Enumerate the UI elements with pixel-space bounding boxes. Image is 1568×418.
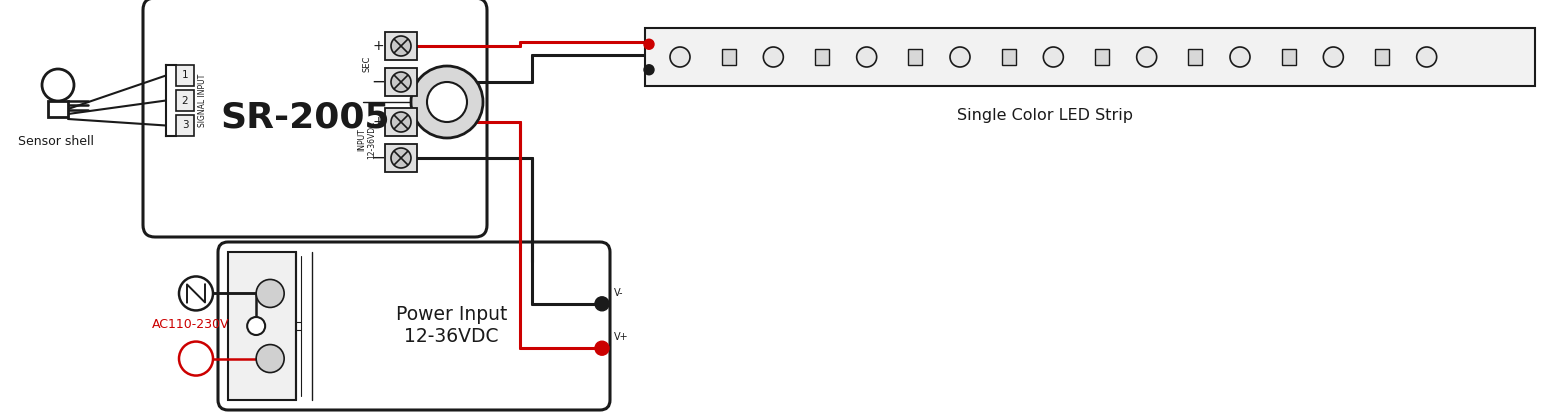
- FancyBboxPatch shape: [143, 0, 488, 237]
- Circle shape: [411, 66, 483, 138]
- Circle shape: [426, 82, 467, 122]
- FancyBboxPatch shape: [218, 242, 610, 410]
- Bar: [815, 49, 829, 65]
- Bar: [1094, 49, 1109, 65]
- Bar: [386, 68, 417, 96]
- Circle shape: [1416, 47, 1436, 67]
- Text: 3: 3: [182, 120, 188, 130]
- Text: 1: 1: [182, 71, 188, 81]
- Circle shape: [390, 36, 411, 56]
- Text: Single Color LED Strip: Single Color LED Strip: [958, 108, 1134, 123]
- Text: V+: V+: [615, 332, 629, 342]
- Bar: [176, 65, 194, 86]
- Circle shape: [644, 39, 654, 49]
- Bar: [1281, 49, 1295, 65]
- Bar: [1002, 49, 1016, 65]
- Bar: [49, 101, 67, 117]
- Bar: [227, 252, 296, 400]
- Bar: [176, 115, 194, 136]
- Circle shape: [594, 341, 608, 355]
- Text: Sensor shell: Sensor shell: [17, 135, 94, 148]
- Text: +: +: [372, 115, 384, 129]
- Bar: [386, 144, 417, 172]
- Circle shape: [256, 344, 284, 372]
- Bar: [1375, 49, 1389, 65]
- Text: 2: 2: [182, 95, 188, 105]
- Circle shape: [1323, 47, 1344, 67]
- Bar: [721, 49, 735, 65]
- Circle shape: [1229, 47, 1250, 67]
- Text: SR-2005: SR-2005: [221, 100, 390, 135]
- Circle shape: [248, 317, 265, 335]
- Circle shape: [856, 47, 877, 67]
- Text: AC110-230V: AC110-230V: [152, 318, 230, 331]
- Bar: [1189, 49, 1203, 65]
- Circle shape: [594, 297, 608, 311]
- Text: V-: V-: [615, 288, 624, 298]
- Text: −: −: [372, 73, 384, 91]
- Circle shape: [950, 47, 971, 67]
- Circle shape: [390, 112, 411, 132]
- Text: Power Input
12-36VDC: Power Input 12-36VDC: [395, 306, 506, 347]
- Circle shape: [179, 342, 213, 375]
- Text: SIGNAL INPUT: SIGNAL INPUT: [199, 74, 207, 127]
- Circle shape: [764, 47, 784, 67]
- Circle shape: [670, 47, 690, 67]
- Text: INPUT
12-36VDC: INPUT 12-36VDC: [358, 121, 376, 159]
- Circle shape: [1137, 47, 1157, 67]
- Bar: [644, 28, 1535, 86]
- Circle shape: [256, 280, 284, 308]
- Text: −: −: [372, 149, 384, 167]
- Circle shape: [390, 72, 411, 92]
- Circle shape: [179, 276, 213, 311]
- Text: +: +: [372, 39, 384, 53]
- Circle shape: [390, 148, 411, 168]
- Circle shape: [644, 65, 654, 75]
- Text: SEC: SEC: [362, 56, 372, 72]
- Bar: [908, 49, 922, 65]
- Bar: [386, 108, 417, 136]
- Circle shape: [1043, 47, 1063, 67]
- Circle shape: [42, 69, 74, 101]
- Bar: [176, 90, 194, 111]
- Bar: [386, 32, 417, 60]
